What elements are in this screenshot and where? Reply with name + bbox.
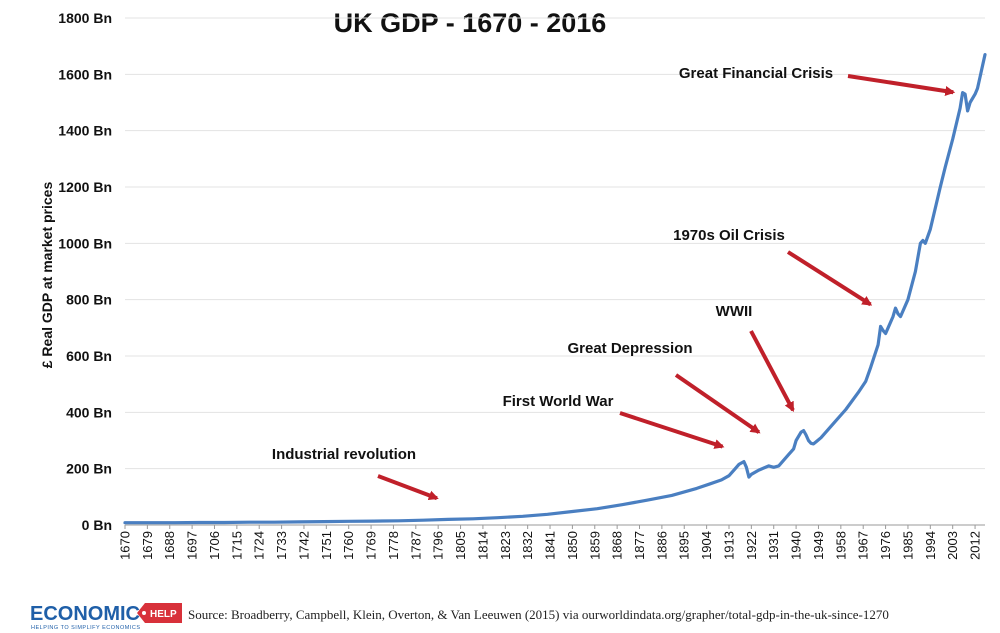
annotation-arrow	[674, 373, 761, 434]
x-tick-label: 1976	[878, 531, 893, 560]
x-tick-label: 1994	[923, 531, 938, 560]
annotation-arrow	[619, 411, 725, 449]
y-tick-label: 1800 Bn	[58, 10, 112, 26]
x-tick-label: 1814	[475, 531, 490, 560]
chart-title: UK GDP - 1670 - 2016	[334, 8, 607, 38]
x-tick-label: 1868	[610, 531, 625, 560]
x-tick-label: 1751	[319, 531, 334, 560]
x-tick-label: 1958	[833, 531, 848, 560]
x-tick-label: 1724	[252, 531, 267, 560]
x-tick-label: 1859	[587, 531, 602, 560]
logo-main-text: ECONOMICS	[30, 603, 153, 625]
x-tick-label: 1904	[699, 531, 714, 560]
annotation-label: Industrial revolution	[272, 446, 416, 463]
source-text: Source: Broadberry, Campbell, Klein, Ove…	[188, 607, 889, 622]
x-tick-label: 1778	[386, 531, 401, 560]
annotation-arrow	[377, 474, 439, 501]
logo-subtitle: HELPING TO SIMPLIFY ECONOMICS	[31, 625, 141, 631]
y-axis-ticks: 0 Bn 200 Bn 400 Bn 600 Bn 800 Bn 1000 Bn 1200 …	[58, 10, 112, 533]
y-tick-label: 0 Bn	[82, 517, 112, 533]
logo-tag-text: HELP	[150, 609, 177, 620]
x-tick-label: 1931	[766, 531, 781, 560]
annotation-arrow	[749, 330, 795, 412]
x-tick-label: 1733	[274, 531, 289, 560]
y-axis-label: £ Real GDP at market prices	[39, 182, 55, 369]
y-tick-label: 600 Bn	[66, 348, 112, 364]
x-tick-label: 1706	[207, 531, 222, 560]
x-tick-label: 1949	[811, 531, 826, 560]
annotation-arrow	[786, 250, 873, 307]
x-tick-label: 2012	[968, 531, 983, 560]
x-tick-label: 1823	[498, 531, 513, 560]
x-tick-label: 1841	[543, 531, 558, 560]
x-tick-label: 1715	[229, 531, 244, 560]
x-tick-label: 1670	[118, 531, 133, 560]
annotation-label: Great Depression	[567, 340, 692, 357]
annotation-label: WWII	[716, 303, 753, 320]
y-tick-label: 1200 Bn	[58, 179, 112, 195]
x-tick-label: 1787	[408, 531, 423, 560]
annotation-label: First World War	[503, 393, 614, 410]
y-tick-label: 800 Bn	[66, 292, 112, 308]
y-tick-label: 1600 Bn	[58, 66, 112, 82]
x-tick-label: 1769	[364, 531, 379, 560]
x-axis-ticks: 1670 1679 1688 1697 1706 1715 1724 1733 1742 1751…	[118, 525, 983, 560]
x-tick-label: 1679	[140, 531, 155, 560]
annotation-arrow	[847, 74, 956, 96]
grid	[125, 17, 985, 526]
y-tick-label: 200 Bn	[66, 461, 112, 477]
annotation-label: Great Financial Crisis	[679, 65, 833, 82]
y-tick-label: 1000 Bn	[58, 235, 112, 251]
economics-help-logo: ECONOMICS HELP HELPING TO SIMPLIFY ECONO…	[30, 603, 182, 631]
x-tick-label: 1877	[632, 531, 647, 560]
x-tick-label: 1940	[789, 531, 804, 560]
annotations: Great Financial Crisis 1970s Oil Crisis WW…	[272, 65, 956, 501]
x-tick-label: 1688	[162, 531, 177, 560]
x-tick-label: 1886	[654, 531, 669, 560]
x-tick-label: 1985	[900, 531, 915, 560]
x-tick-label: 1850	[565, 531, 580, 560]
x-tick-label: 1967	[856, 531, 871, 560]
x-tick-label: 1895	[677, 531, 692, 560]
x-tick-label: 1832	[520, 531, 535, 560]
x-tick-label: 2003	[945, 531, 960, 560]
price-tag-icon	[137, 603, 182, 623]
x-tick-label: 1913	[721, 531, 736, 560]
y-tick-label: 1400 Bn	[58, 123, 112, 139]
y-tick-label: 400 Bn	[66, 404, 112, 420]
x-tick-label: 1805	[453, 531, 468, 560]
x-tick-label: 1796	[431, 531, 446, 560]
x-tick-label: 1760	[341, 531, 356, 560]
series	[123, 52, 987, 525]
x-tick-label: 1922	[744, 531, 759, 560]
x-tick-label: 1697	[185, 531, 200, 560]
gdp-line	[123, 52, 987, 525]
annotation-label: 1970s Oil Crisis	[673, 227, 785, 244]
x-tick-label: 1742	[296, 531, 311, 560]
